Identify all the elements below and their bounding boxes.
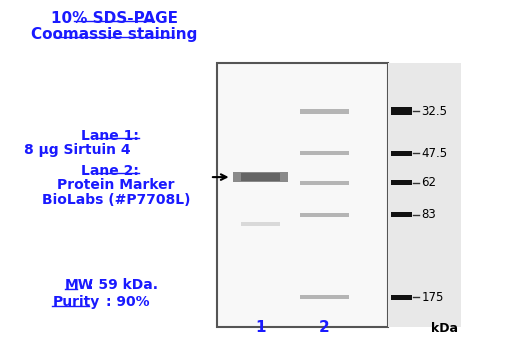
Text: : 90%: : 90% xyxy=(106,296,150,310)
Bar xyxy=(300,295,349,299)
Bar xyxy=(300,151,349,155)
Text: 47.5: 47.5 xyxy=(421,147,447,159)
Bar xyxy=(391,107,413,115)
Bar xyxy=(242,222,280,226)
Text: : 59 kDa.: : 59 kDa. xyxy=(88,278,158,292)
Bar xyxy=(391,212,413,217)
Text: Lane 2:: Lane 2: xyxy=(81,165,139,178)
Text: 83: 83 xyxy=(421,208,436,221)
Text: kDa: kDa xyxy=(432,321,458,334)
Text: Purity: Purity xyxy=(52,296,100,310)
Text: 62: 62 xyxy=(421,176,436,189)
Bar xyxy=(234,172,288,182)
Bar xyxy=(300,181,349,185)
Bar xyxy=(388,63,461,327)
Text: BioLabs (#P7708L): BioLabs (#P7708L) xyxy=(42,193,190,207)
Bar xyxy=(391,180,413,185)
Text: Lane 1:: Lane 1: xyxy=(81,129,139,143)
Text: 8 μg Sirtuin 4: 8 μg Sirtuin 4 xyxy=(24,143,131,157)
Text: 10% SDS-PAGE: 10% SDS-PAGE xyxy=(50,11,177,26)
Text: 32.5: 32.5 xyxy=(421,105,447,118)
Text: Protein Marker: Protein Marker xyxy=(57,178,175,192)
Bar xyxy=(391,295,413,300)
Bar xyxy=(300,213,349,217)
Text: 1: 1 xyxy=(256,320,266,334)
Bar xyxy=(217,63,388,327)
Text: 175: 175 xyxy=(421,291,444,304)
Text: Coomassie staining: Coomassie staining xyxy=(31,27,197,42)
Bar xyxy=(391,151,413,156)
Text: 2: 2 xyxy=(319,320,330,334)
Bar xyxy=(300,109,349,114)
Bar xyxy=(242,173,280,181)
Text: MW: MW xyxy=(65,278,94,292)
